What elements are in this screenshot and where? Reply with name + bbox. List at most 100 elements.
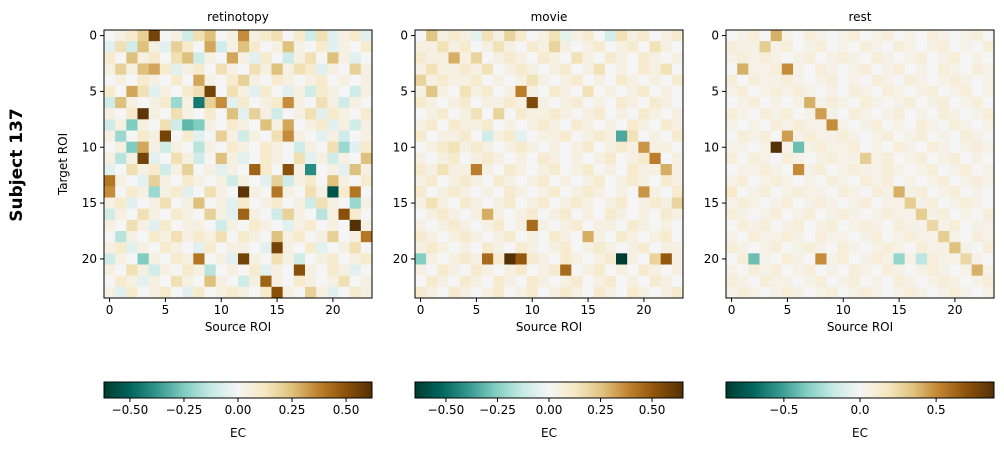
heatmap-cell	[949, 85, 961, 98]
heatmap-cell	[826, 30, 839, 42]
heatmap-cell	[904, 85, 917, 98]
heatmap-cell	[293, 231, 306, 243]
heatmap-cell	[915, 275, 928, 288]
heatmap-cell	[193, 85, 205, 98]
heatmap-cell	[226, 197, 239, 210]
heatmap-cell	[338, 275, 351, 288]
heatmap-cell	[182, 141, 194, 154]
heatmap-cell	[493, 108, 505, 120]
heatmap-cell	[171, 286, 183, 299]
heatmap-cell	[249, 186, 261, 198]
colorbar-label: EC	[852, 426, 868, 440]
heatmap-cell	[582, 186, 595, 198]
heatmap-cell	[927, 30, 939, 42]
heatmap-cell	[604, 164, 617, 176]
heatmap-cell	[415, 52, 427, 64]
heatmap-cell	[671, 264, 684, 277]
heatmap-cell	[871, 197, 883, 210]
heatmap-cell	[316, 242, 328, 254]
heatmap-cell	[360, 186, 373, 198]
heatmap-cell	[282, 152, 295, 165]
heatmap-cell	[927, 231, 939, 243]
heatmap-cell	[604, 231, 617, 243]
heatmap-cell	[126, 242, 138, 254]
heatmap-cell	[560, 63, 572, 76]
heatmap-cell	[904, 119, 917, 131]
heatmap-cell	[238, 30, 250, 42]
heatmap-cell	[837, 219, 850, 232]
heatmap-cell	[349, 141, 362, 154]
heatmap-cell	[770, 175, 783, 187]
heatmap-cell	[826, 219, 839, 232]
heatmap-cell	[126, 41, 138, 53]
heatmap-cell	[837, 141, 850, 154]
heatmap-cell	[282, 41, 295, 53]
heatmap-cell	[493, 242, 505, 254]
heatmap-cell	[571, 63, 583, 76]
heatmap-cell	[360, 175, 373, 187]
heatmap-cell	[949, 175, 961, 187]
heatmap-cell	[938, 186, 950, 198]
heatmap-cell	[437, 219, 449, 232]
heatmap-cell	[148, 175, 161, 187]
heatmap-cell	[515, 141, 528, 154]
heatmap-cell	[982, 52, 995, 64]
heatmap-cell	[526, 186, 539, 198]
heatmap-cell	[293, 108, 306, 120]
heatmap-cell	[282, 175, 295, 187]
heatmap-cell	[148, 141, 161, 154]
heatmap-cell	[204, 253, 217, 265]
heatmap-cell	[781, 186, 794, 198]
x-tick-label: 0	[417, 303, 425, 317]
heatmap-cell	[638, 197, 650, 210]
heatmap-cell	[493, 275, 505, 288]
heatmap-cell	[960, 41, 973, 53]
heatmap-cell	[627, 208, 639, 221]
heatmap-cell	[627, 141, 639, 154]
heatmap-cell	[860, 231, 872, 243]
heatmap-cell	[115, 264, 127, 277]
heatmap-cell	[282, 231, 295, 243]
heatmap-cell	[616, 152, 628, 165]
heatmap-cell	[470, 242, 483, 254]
heatmap-cell	[349, 85, 362, 98]
heatmap-cell	[627, 231, 639, 243]
heatmap-cell	[115, 52, 127, 64]
heatmap-cell	[249, 130, 261, 143]
heatmap-cell	[982, 130, 995, 143]
heatmap-cell	[927, 175, 939, 187]
heatmap-cell	[627, 275, 639, 288]
heatmap-cell	[781, 219, 794, 232]
heatmap-cell	[537, 231, 550, 243]
heatmap-cell	[871, 74, 883, 87]
heatmap-cell	[915, 264, 928, 277]
heatmap-cell	[282, 63, 295, 76]
heatmap-cell	[148, 85, 161, 98]
heatmap-cell	[660, 286, 673, 299]
heatmap-cell	[171, 141, 183, 154]
heatmap-cell	[193, 164, 205, 176]
heatmap-cell	[616, 119, 628, 131]
heatmap-cell	[893, 208, 906, 221]
heatmap-cell	[726, 30, 738, 42]
heatmap-cell	[793, 41, 805, 53]
heatmap-cell	[159, 208, 172, 221]
heatmap-cell	[759, 119, 772, 131]
heatmap-cell	[671, 85, 684, 98]
heatmap-cell	[115, 242, 127, 254]
heatmap-cell	[804, 197, 816, 210]
heatmap-cell	[260, 108, 272, 120]
heatmap-cell	[137, 253, 150, 265]
heatmap-cell	[515, 275, 528, 288]
heatmap-cell	[182, 130, 194, 143]
heatmap-cell	[582, 197, 595, 210]
heatmap-cell	[316, 30, 328, 42]
heatmap-cell	[504, 85, 516, 98]
heatmap-cell	[571, 30, 583, 42]
heatmap-cell	[871, 41, 883, 53]
heatmap-cell	[616, 130, 628, 143]
heatmap-cell	[960, 242, 973, 254]
heatmap-cell	[826, 152, 839, 165]
heatmap-cell	[660, 152, 673, 165]
heatmap-cell	[182, 186, 194, 198]
